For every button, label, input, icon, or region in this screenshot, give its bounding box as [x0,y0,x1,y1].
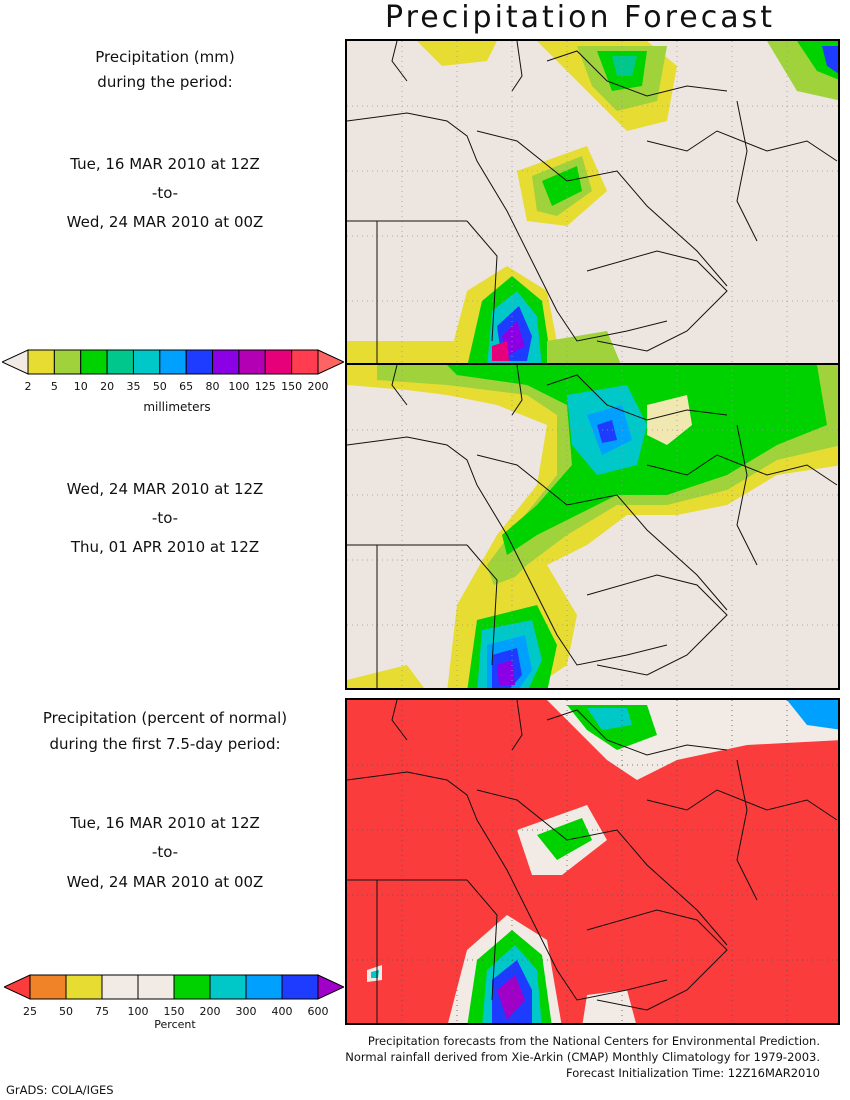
panel2-end-date: Thu, 01 APR 2010 at 12Z [70,538,260,556]
percent-colorbar-swatch [209,974,247,1000]
mm-colorbar-tick-label: 20 [100,380,115,393]
credits-line-3: Forecast Initialization Time: 12Z16MAR20… [566,1066,820,1080]
mm-colorbar-swatch [53,349,82,375]
mm-colorbar-swatch [264,349,293,375]
percent-colorbar-swatch [29,974,67,1000]
mm-colorbar-tick-label: 65 [179,380,194,393]
mm-colorbar-swatch [106,349,134,375]
panel2-start-date: Wed, 24 MAR 2010 at 12Z [66,480,264,498]
percent-colorbar-swatch [245,974,283,1000]
mm-colorbar-tick-label: 5 [50,380,58,393]
panel3-to: -to- [151,843,179,861]
panel1-end-date: Wed, 24 MAR 2010 at 00Z [66,213,264,231]
panel3-heading-line2: during the first 7.5-day period: [49,735,281,753]
map-panel-week1-mm [345,39,840,365]
percent-colorbar-swatch [317,974,346,1000]
grads-footer: GrADS: COLA/IGES [6,1083,114,1097]
mm-colorbar-swatch [0,349,29,375]
mm-colorbar-tick-label: 35 [126,380,141,393]
mm-colorbar-tick-label: 80 [205,380,220,393]
percent-colorbar-tick-label: 400 [271,1005,293,1018]
percent-colorbar-tick-label: 100 [127,1005,149,1018]
precip-blobs [347,41,838,363]
map-panel-week2-mm [345,363,840,690]
mm-colorbar-unit: millimeters [143,400,211,414]
mm-colorbar-tick-label: 2 [24,380,32,393]
credits: Precipitation forecasts from the Nationa… [345,1033,820,1081]
percent-colorbar-swatch [173,974,211,1000]
page-title: Precipitation Forecast [385,0,775,35]
panel1-to: -to- [151,184,179,202]
percent-colorbar-tick-label: 50 [59,1005,73,1018]
mm-colorbar-swatch [212,349,240,375]
country-borders [347,700,838,1023]
panel2-to: -to- [151,509,179,527]
mm-colorbar [0,348,346,376]
panel3-end-date: Wed, 24 MAR 2010 at 00Z [66,873,264,891]
percent-colorbar-tick-label: 200 [199,1005,221,1018]
country-borders [347,365,838,688]
mm-colorbar-swatch [132,349,161,375]
percent-colorbar-tick-label: 25 [23,1005,37,1018]
mm-colorbar-swatch [27,349,55,375]
precip-blobs [367,700,838,1023]
percent-colorbar-tick-label: 75 [95,1005,109,1018]
mm-colorbar-swatch [238,349,266,375]
mm-colorbar-swatch [317,349,346,375]
mm-colorbar-tick-label: 100 [228,380,250,393]
percent-colorbar-swatch [65,974,103,1000]
panel1-heading-line1: Precipitation (mm) [95,48,235,66]
percent-colorbar [2,973,346,1001]
percent-colorbar-swatch [137,974,175,1000]
percent-colorbar-unit: Percent [154,1018,196,1031]
mm-colorbar-tick-label: 50 [152,380,167,393]
credits-line-1: Precipitation forecasts from the Nationa… [367,1034,820,1048]
map-panel-percent-normal [345,698,840,1025]
percent-colorbar-tick-label: 300 [235,1005,257,1018]
percent-colorbar-swatch [2,974,31,1000]
mm-colorbar-tick-label: 200 [307,380,329,393]
panel3-start-date: Tue, 16 MAR 2010 at 12Z [70,814,260,832]
precip-blobs [347,365,838,688]
percent-colorbar-tick-label: 150 [163,1005,185,1018]
mm-colorbar-swatch [80,349,108,375]
mm-colorbar-tick-label: 150 [281,380,303,393]
percent-colorbar-tick-label: 600 [307,1005,329,1018]
mm-colorbar-tick-label: 125 [254,380,276,393]
panel1-start-date: Tue, 16 MAR 2010 at 12Z [70,155,260,173]
panel1-heading-line2: during the period: [97,73,233,91]
country-borders [347,41,838,363]
mm-colorbar-swatch [185,349,214,375]
mm-colorbar-swatch [159,349,187,375]
mm-colorbar-swatch [291,349,319,375]
percent-colorbar-swatch [281,974,319,1000]
panel3-heading-line1: Precipitation (percent of normal) [42,709,288,727]
percent-colorbar-swatch [101,974,139,1000]
credits-line-2: Normal rainfall derived from Xie-Arkin (… [345,1050,820,1064]
mm-colorbar-tick-label: 10 [73,380,88,393]
